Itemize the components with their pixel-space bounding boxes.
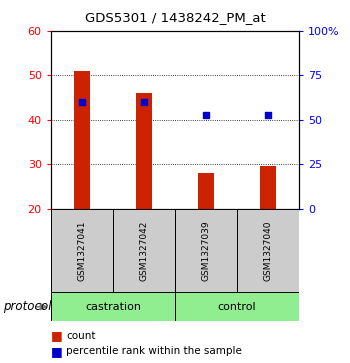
- Text: GSM1327042: GSM1327042: [139, 220, 148, 281]
- Bar: [51, 209, 113, 292]
- Bar: [198, 173, 214, 209]
- Text: GDS5301 / 1438242_PM_at: GDS5301 / 1438242_PM_at: [85, 11, 265, 24]
- Text: percentile rank within the sample: percentile rank within the sample: [66, 346, 242, 356]
- Text: ■: ■: [51, 329, 63, 342]
- Bar: [74, 71, 90, 209]
- Text: count: count: [66, 331, 96, 341]
- Bar: [260, 167, 276, 209]
- Point: [265, 113, 271, 118]
- Point: [79, 99, 85, 105]
- Point: [141, 99, 147, 105]
- Text: ■: ■: [51, 345, 63, 358]
- Text: castration: castration: [85, 302, 141, 312]
- Bar: [113, 209, 175, 292]
- Point: [203, 113, 209, 118]
- Bar: [175, 209, 237, 292]
- Bar: [175, 292, 299, 321]
- Text: protocol: protocol: [4, 300, 52, 313]
- Bar: [136, 93, 152, 209]
- Text: GSM1327041: GSM1327041: [77, 220, 86, 281]
- Bar: [237, 209, 299, 292]
- Text: control: control: [218, 302, 257, 312]
- Text: GSM1327039: GSM1327039: [202, 220, 211, 281]
- Text: GSM1327040: GSM1327040: [264, 220, 273, 281]
- Bar: [51, 292, 175, 321]
